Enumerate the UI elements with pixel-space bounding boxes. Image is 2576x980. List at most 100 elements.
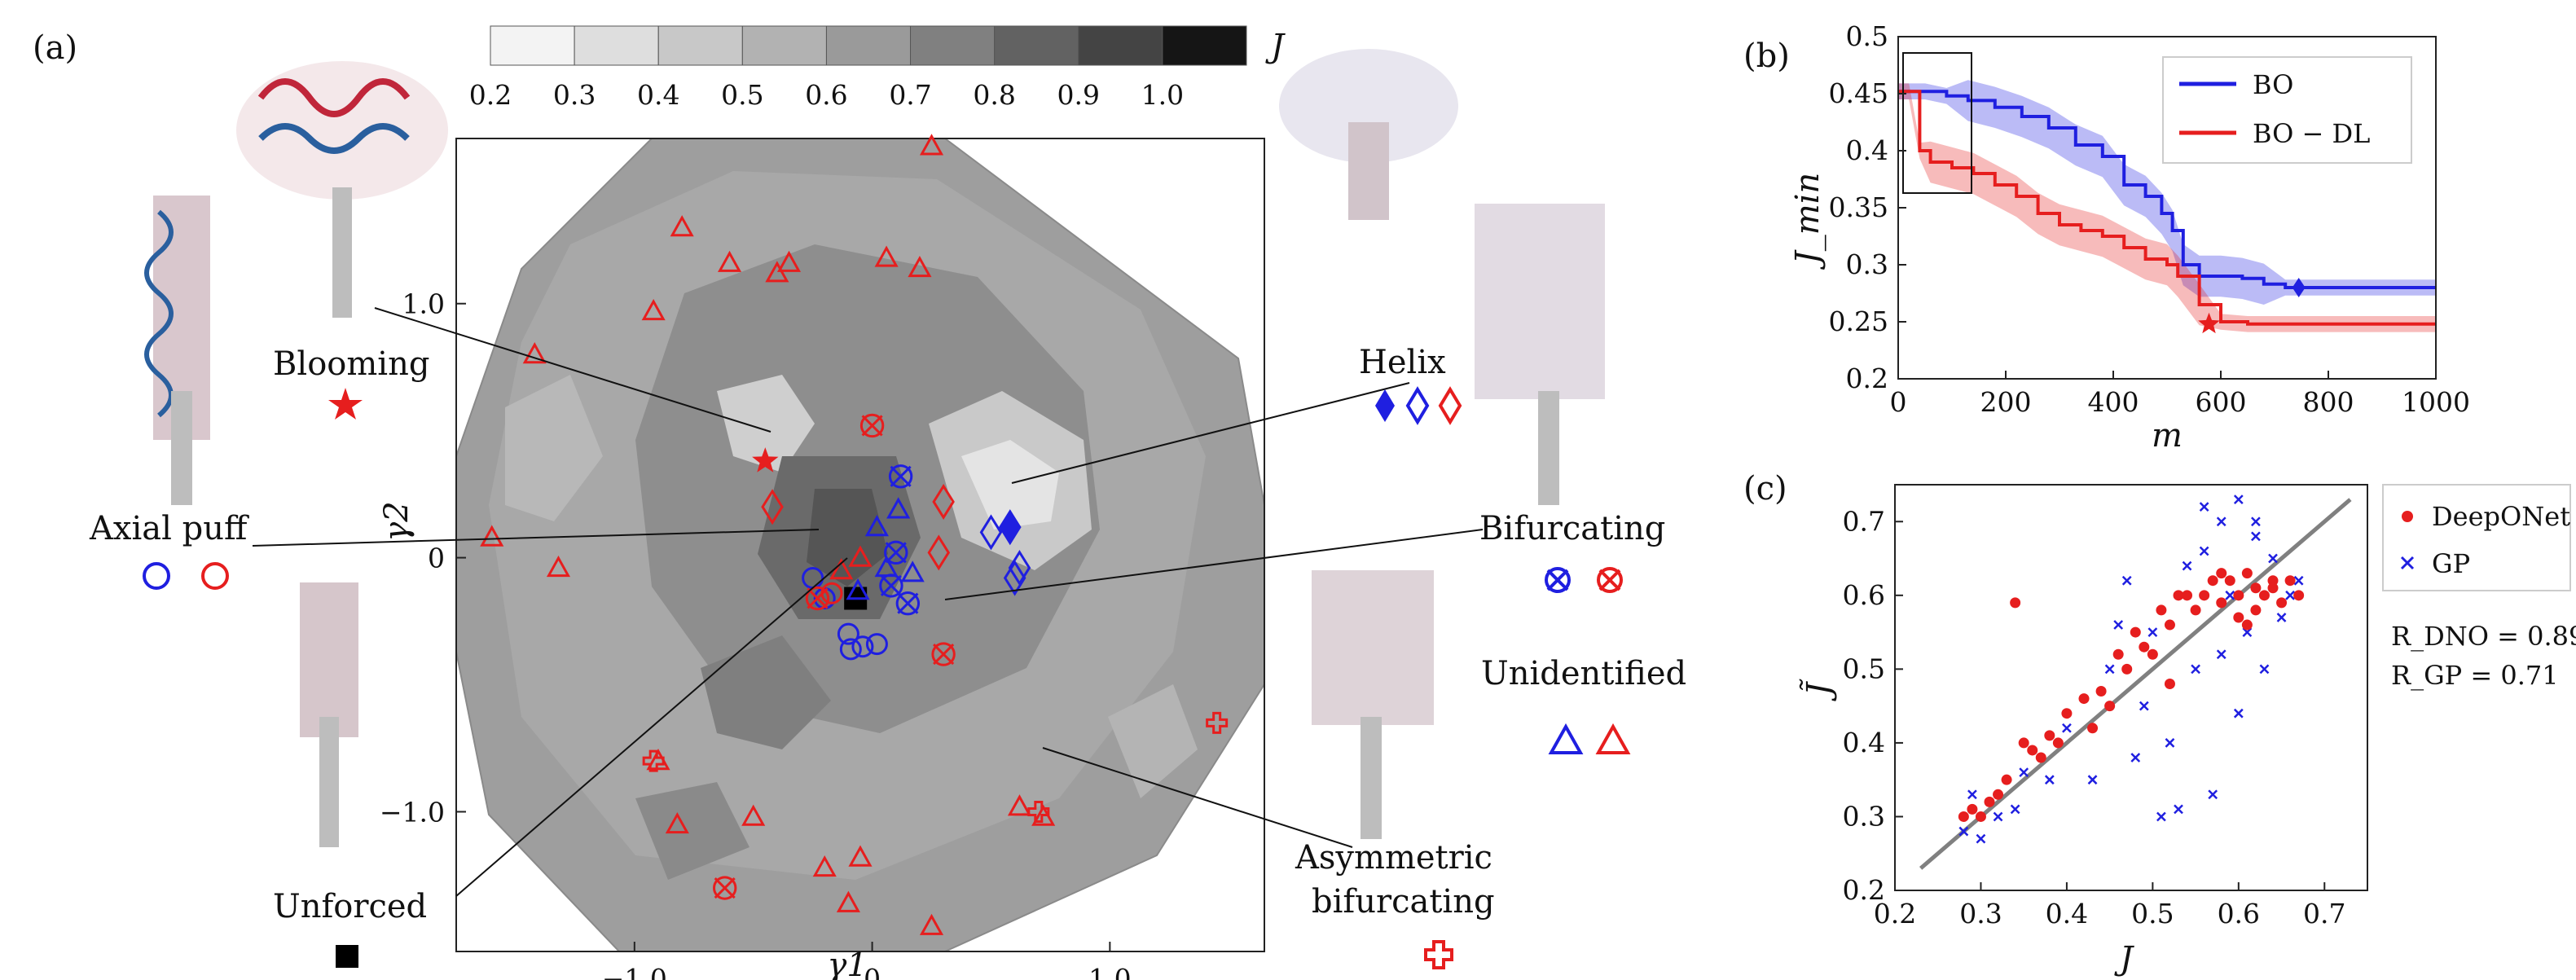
gp-point bbox=[2251, 531, 2261, 542]
map-point-plus bbox=[642, 749, 665, 772]
label-bifurcating-2: bifurcating bbox=[1312, 883, 1495, 921]
map-point-circle bbox=[839, 638, 862, 661]
gp-point bbox=[2010, 804, 2020, 815]
map-point-circle bbox=[865, 633, 888, 656]
map-point-tri bbox=[886, 497, 911, 519]
deeponet-point bbox=[2199, 590, 2210, 601]
map-point-tri bbox=[829, 558, 854, 580]
colorbar-cell bbox=[1162, 25, 1247, 66]
deeponet-point bbox=[2061, 708, 2073, 719]
panel-c-axes: 0.2 0.3 0.4 0.5 0.6 0.7 0.2 0.3 0.4 0.5 0.6 0.7 bbox=[1843, 505, 2346, 929]
panel-a-xlabel: γ1 bbox=[827, 947, 867, 980]
panel-b-label: (b) bbox=[1743, 37, 1790, 75]
deeponet-point bbox=[2293, 590, 2305, 601]
b-x-tick: 600 bbox=[2196, 386, 2247, 418]
c-x-tick: 0.6 bbox=[2218, 898, 2260, 929]
gp-point bbox=[2216, 649, 2227, 660]
gp-point bbox=[2139, 701, 2149, 711]
c-y-tick: 0.5 bbox=[1843, 653, 1885, 684]
gp-point bbox=[2225, 590, 2235, 600]
label-blooming: Blooming bbox=[273, 345, 429, 383]
map-point-tri bbox=[908, 255, 932, 278]
panel-b-legend: BO BO − DL bbox=[2162, 56, 2412, 164]
panel-b-xlabel: m bbox=[2152, 417, 2183, 455]
panel-b-ylabel: J_min bbox=[1789, 173, 1826, 270]
annotation-r-dno: R_DNO = 0.89 bbox=[2391, 621, 2576, 652]
b-x-tick: 200 bbox=[1980, 386, 2032, 418]
b-band-1 bbox=[1898, 83, 2436, 332]
gp-point bbox=[2208, 789, 2218, 800]
map-point-tri bbox=[665, 811, 689, 834]
deeponet-point bbox=[2018, 737, 2029, 749]
gp-point bbox=[1976, 833, 1986, 844]
panel-a-ylabel: γ2 bbox=[378, 501, 415, 541]
deeponet-point bbox=[2087, 723, 2099, 734]
c-y-tick: 0.6 bbox=[1843, 579, 1885, 611]
b-y-tick: 0.5 bbox=[1846, 20, 1888, 52]
deeponet-point bbox=[2044, 730, 2055, 741]
deeponet-point bbox=[2121, 663, 2133, 675]
identity-line bbox=[1919, 498, 2352, 870]
deeponet-point bbox=[2233, 590, 2244, 601]
map-point-tri bbox=[874, 555, 899, 578]
deeponet-point bbox=[2241, 568, 2253, 579]
blue-x-mark-icon bbox=[1545, 567, 1571, 593]
label-unidentified: Unidentified bbox=[1481, 655, 1686, 692]
deeponet-point bbox=[2164, 619, 2175, 631]
gp-point bbox=[2233, 708, 2244, 719]
panel-c-ylabel: J̃ bbox=[1800, 678, 1838, 701]
jet-thumbnail-blooming bbox=[236, 61, 448, 318]
map-point-plus bbox=[1027, 800, 1050, 823]
deeponet-point bbox=[2147, 648, 2158, 660]
label-axial-puff: Axial puff bbox=[89, 510, 249, 547]
map-point-cross bbox=[805, 586, 830, 611]
c-y-tick: 0.4 bbox=[1843, 727, 1885, 758]
deeponet-point bbox=[2052, 737, 2064, 749]
colorbar bbox=[490, 25, 1247, 66]
map-point-cross bbox=[931, 642, 956, 666]
legend-bo-dl: BO − DL bbox=[2253, 118, 2370, 149]
c-x-tick: 0.7 bbox=[2303, 898, 2345, 929]
deeponet-point bbox=[2250, 582, 2262, 594]
colorbar-label: J bbox=[1265, 28, 1286, 65]
label-helix: Helix bbox=[1359, 344, 1446, 381]
deeponet-point bbox=[2164, 678, 2175, 689]
map-point-tri bbox=[812, 855, 837, 877]
map-point-tri bbox=[919, 134, 944, 156]
c-y-tick: 0.2 bbox=[1843, 874, 1885, 906]
map-point-tri bbox=[741, 804, 766, 826]
x-tick-label: 1.0 bbox=[1088, 963, 1131, 980]
b-x-tick: 800 bbox=[2303, 386, 2354, 418]
gp-point bbox=[2259, 664, 2270, 675]
deeponet-point bbox=[2139, 641, 2150, 653]
gp-point bbox=[2216, 516, 2227, 527]
gp-point bbox=[2147, 627, 2158, 637]
colorbar-tick: 0.3 bbox=[553, 79, 596, 111]
label-asymmetric: Asymmetric bbox=[1295, 839, 1492, 877]
map-point-diamond bbox=[932, 483, 955, 521]
legend-bo: BO bbox=[2253, 69, 2293, 100]
b-line-1 bbox=[1898, 90, 2436, 326]
colorbar-tick: 0.4 bbox=[637, 79, 679, 111]
panel-c-xlabel: J bbox=[2114, 940, 2134, 978]
deeponet-point bbox=[2207, 575, 2218, 587]
x-tick-label: −1.0 bbox=[602, 963, 667, 980]
blue-filled-diamond-icon bbox=[1375, 389, 1395, 422]
map-point-diamond-fill bbox=[999, 509, 1022, 546]
colorbar-cell bbox=[1078, 25, 1163, 66]
deeponet-point bbox=[2001, 774, 2012, 785]
deeponet-point bbox=[1993, 789, 2004, 800]
deeponet-point bbox=[2027, 745, 2038, 756]
map-point-tri bbox=[776, 250, 802, 272]
red-circle-icon bbox=[201, 562, 229, 590]
panel-c-points bbox=[1919, 494, 2352, 870]
deeponet-point bbox=[2112, 648, 2124, 660]
label-bifurcating: Bifurcating bbox=[1479, 510, 1665, 547]
map-point-diamond bbox=[1008, 550, 1031, 587]
colorbar-cell bbox=[825, 25, 912, 66]
panel-b-zoom-box bbox=[1902, 52, 1972, 194]
b-line-0 bbox=[1898, 90, 2436, 289]
panel-a-label: (a) bbox=[33, 29, 77, 67]
colorbar-tick: 0.7 bbox=[889, 79, 931, 111]
colorbar-cell bbox=[741, 25, 827, 66]
